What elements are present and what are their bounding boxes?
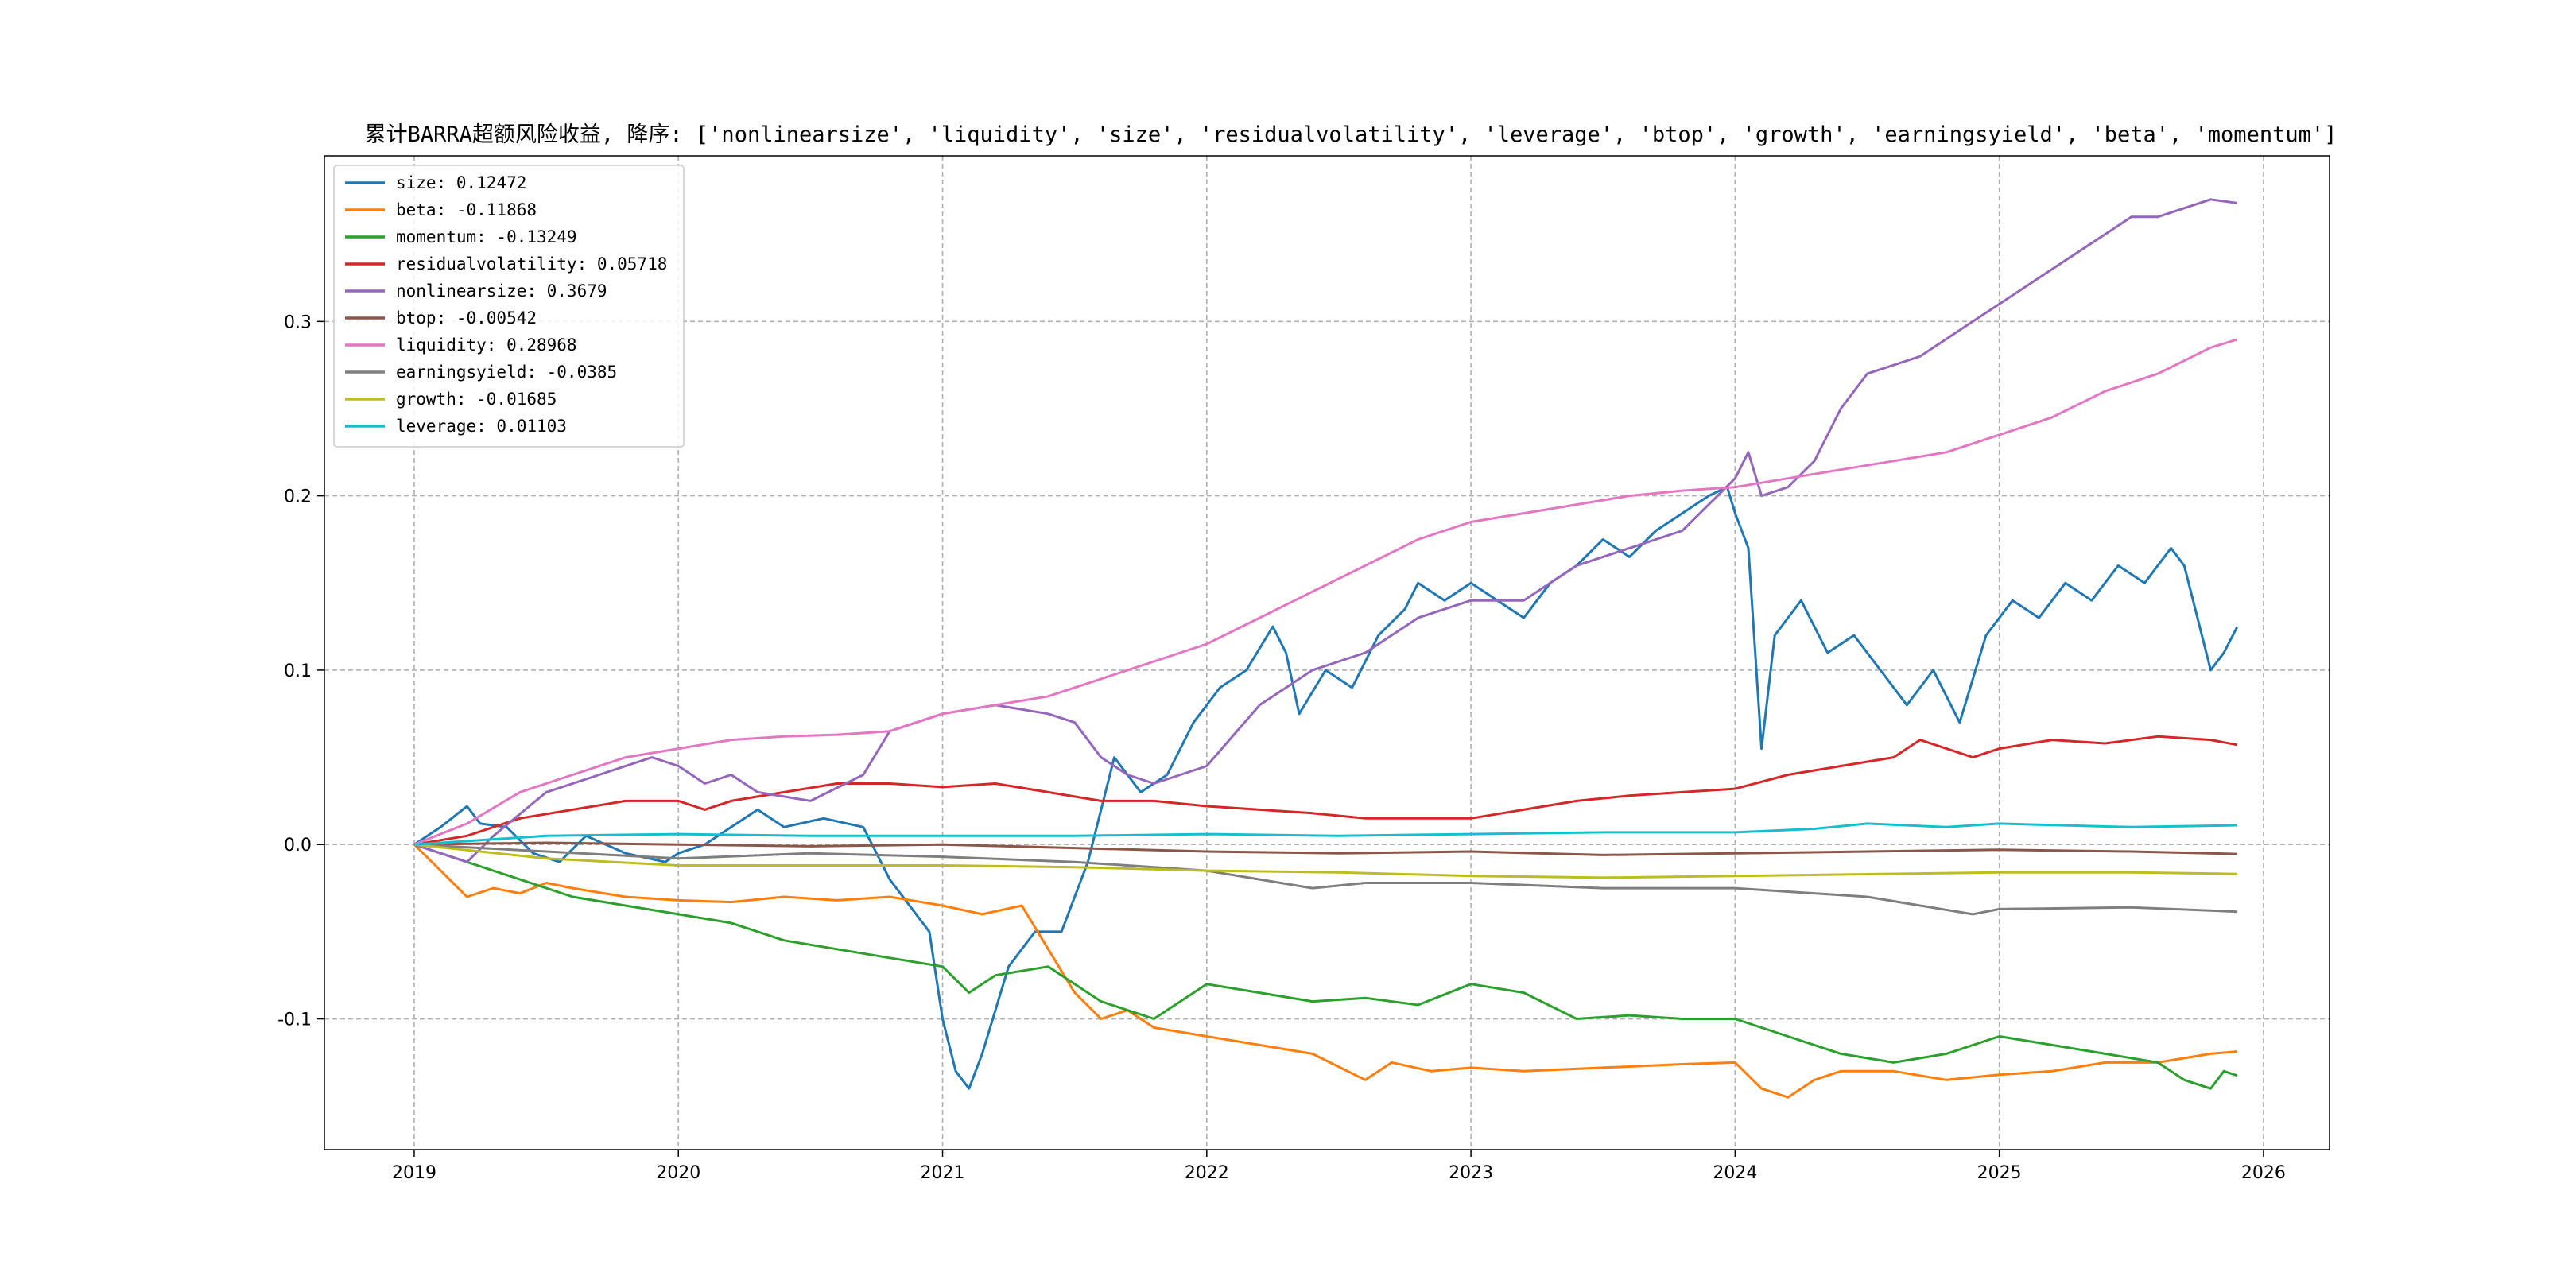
- series-line-earningsyield: [413, 843, 2237, 916]
- x-tick-label: 2026: [2241, 1163, 2286, 1183]
- chart-title: 累计BARRA超额风险收益, 降序: ['nonlinearsize', 'li…: [365, 122, 2337, 147]
- legend-label-leverage: leverage: 0.01103: [396, 417, 567, 436]
- x-tick-label: 2024: [1713, 1163, 1757, 1183]
- series-line-beta: [413, 844, 2237, 1099]
- y-tick-label: 0.3: [284, 312, 312, 332]
- x-tick-label: 2019: [392, 1163, 436, 1183]
- legend-label-beta: beta: -0.11868: [396, 200, 537, 219]
- series-line-momentum: [413, 843, 2238, 1090]
- y-tick-label: 0.2: [284, 487, 312, 507]
- axes: 2019 2020 2021 2022 2023 2024 2025 2026 -0.1 0.0 0…: [277, 312, 2286, 1183]
- x-tick-label: 2022: [1185, 1163, 1229, 1183]
- y-tick-label: 0.0: [284, 836, 312, 855]
- series-line-btop: [413, 841, 2237, 856]
- x-tick-label: 2021: [921, 1163, 965, 1183]
- plot-frame: [324, 155, 2330, 1150]
- legend-box: [333, 165, 685, 448]
- legend-label-liquidity: liquidity: 0.28968: [396, 336, 577, 355]
- x-tick-label: 2025: [1977, 1163, 2022, 1183]
- legend-label-momentum: momentum: -0.13249: [396, 227, 577, 246]
- y-tick-label: -0.1: [277, 1011, 312, 1030]
- legend-label-residualvolatility: residualvolatility: 0.05718: [396, 254, 667, 274]
- legend-label-growth: growth: -0.01685: [396, 390, 557, 409]
- series-line-liquidity: [413, 338, 2238, 846]
- legend-label-size: size: 0.12472: [396, 173, 526, 192]
- legend: size: 0.12472 beta: -0.11868 momentum: -0.…: [333, 165, 685, 448]
- legend-label-earningsyield: earningsyield: -0.0385: [396, 363, 617, 382]
- series-line-leverage: [413, 822, 2237, 846]
- series-line-nonlinearsize: [413, 198, 2237, 863]
- x-tick-label: 2023: [1449, 1163, 1493, 1183]
- series-line-size: [413, 486, 2239, 1090]
- y-tick-label: 0.1: [284, 661, 312, 681]
- x-tick-label: 2020: [656, 1163, 700, 1183]
- legend-label-nonlinearsize: nonlinearsize: 0.3679: [396, 281, 607, 301]
- series-lines: [413, 198, 2239, 1099]
- legend-label-btop: btop: -0.00542: [396, 308, 537, 328]
- series-line-growth: [413, 843, 2237, 879]
- series-line-residualvolatility: [413, 735, 2237, 846]
